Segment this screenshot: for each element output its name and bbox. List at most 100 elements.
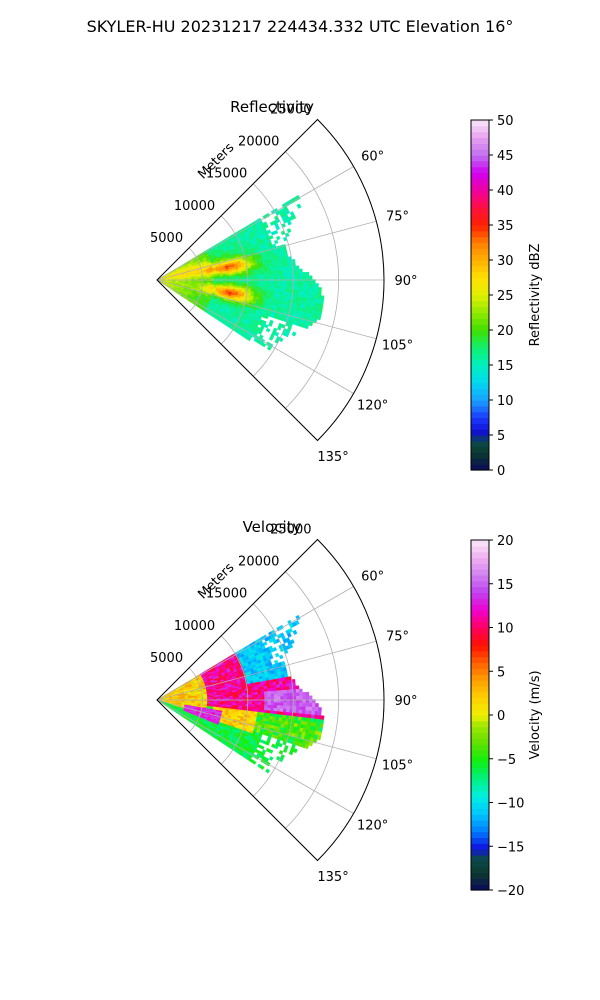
radar-cell xyxy=(285,683,290,688)
radar-cell xyxy=(232,693,237,697)
radar-cell xyxy=(305,286,310,291)
radar-cell xyxy=(254,286,259,290)
radar-cell xyxy=(311,703,316,708)
colorbar-segment xyxy=(471,755,489,763)
radar-cell xyxy=(248,284,252,287)
colorbar-segment xyxy=(471,796,489,804)
radar-cell xyxy=(213,276,218,279)
radar-cell xyxy=(263,268,268,272)
radar-cell xyxy=(289,696,294,700)
colorbar-segment xyxy=(471,376,489,384)
radar-cell xyxy=(276,684,281,689)
colorbar-segment xyxy=(471,627,489,634)
radar-cell xyxy=(311,714,315,719)
radar-cell xyxy=(269,710,274,715)
radar-cell xyxy=(295,268,300,273)
colorbar-segment xyxy=(471,335,489,343)
radar-cell xyxy=(257,689,262,693)
radar-cell xyxy=(254,281,259,285)
radar-cell xyxy=(289,702,294,707)
radar-cell xyxy=(282,686,287,691)
radar-cell xyxy=(269,685,274,689)
angle-tick-label: 75° xyxy=(386,210,409,225)
radar-cell xyxy=(257,701,262,705)
radar-cell xyxy=(289,282,294,287)
radar-cell xyxy=(263,287,268,291)
radar-cell xyxy=(269,290,274,295)
radar-cell xyxy=(226,697,230,700)
radar-cell xyxy=(295,712,300,718)
radar-cell xyxy=(273,285,278,289)
radar-cell xyxy=(248,277,253,280)
radar-cell xyxy=(269,262,274,266)
radar-cell xyxy=(232,695,237,699)
radar-cell xyxy=(279,690,284,694)
radar-cell xyxy=(279,683,284,688)
radar-cell xyxy=(242,281,246,285)
radar-cell xyxy=(308,286,313,291)
radar-cell xyxy=(270,287,275,292)
radar-cell xyxy=(267,271,271,275)
radar-cell xyxy=(213,698,218,700)
radar-cell xyxy=(226,696,230,699)
radar-cell xyxy=(257,281,262,285)
colorbar-segment xyxy=(471,860,489,868)
radar-cell xyxy=(260,266,265,270)
radar-cell xyxy=(282,263,287,268)
radar-cell xyxy=(317,711,322,716)
radar-cell xyxy=(285,715,290,720)
radar-cell xyxy=(235,273,240,277)
colorbar-tick-label: 25 xyxy=(497,289,514,304)
colorbar-segment xyxy=(471,598,489,605)
radar-cell xyxy=(238,273,243,276)
radar-cell xyxy=(229,275,233,279)
radar-cell xyxy=(302,286,306,291)
radar-cell xyxy=(280,273,284,277)
reflectivity-panel: Reflectivity50001000015000200002500060°7… xyxy=(150,98,543,479)
radar-cell xyxy=(273,693,278,697)
radar-cell xyxy=(264,702,268,706)
radar-cell xyxy=(292,275,297,280)
radar-cell xyxy=(267,688,271,692)
radar-cell xyxy=(273,239,279,245)
colorbar-segment xyxy=(471,825,489,833)
colorbar-segment xyxy=(471,866,489,874)
radar-cell xyxy=(232,275,237,279)
radar-cell xyxy=(260,686,265,690)
radar-cell xyxy=(319,299,324,305)
radar-cell xyxy=(314,287,319,292)
radar-cell xyxy=(261,274,265,278)
radar-cell xyxy=(261,696,265,700)
radar-cell xyxy=(314,707,319,712)
colorbar-tick-label: 35 xyxy=(497,219,514,234)
radar-cell xyxy=(297,296,302,301)
radar-cell xyxy=(270,696,275,700)
radar-cell xyxy=(283,273,287,277)
radar-cell xyxy=(245,283,249,287)
radar-cell xyxy=(272,681,277,686)
radar-cell xyxy=(268,336,274,341)
radar-cell xyxy=(248,690,252,694)
colorbar-segment xyxy=(471,219,489,226)
radar-cell xyxy=(285,292,290,296)
radar-cell xyxy=(251,277,256,280)
colorbar-segment xyxy=(471,195,489,203)
radar-cell xyxy=(302,702,307,707)
radar-cell xyxy=(226,281,230,284)
colorbar-segment xyxy=(471,592,489,599)
radar-cell xyxy=(282,680,286,685)
radar-cell xyxy=(269,682,274,686)
radar-cell xyxy=(251,697,256,700)
radar-cell xyxy=(226,277,230,280)
colorbar-segment xyxy=(471,767,489,774)
radar-cell xyxy=(229,701,233,704)
radar-cell xyxy=(276,705,281,709)
radar-cell xyxy=(257,704,262,708)
colorbar-tick-label: 10 xyxy=(497,622,514,637)
radar-cell xyxy=(286,702,291,707)
radar-cell xyxy=(308,695,313,700)
radar-cell xyxy=(275,235,281,241)
colorbar-segment xyxy=(471,650,489,658)
colorbar-segment xyxy=(471,295,489,302)
colorbar-segment xyxy=(471,172,489,179)
